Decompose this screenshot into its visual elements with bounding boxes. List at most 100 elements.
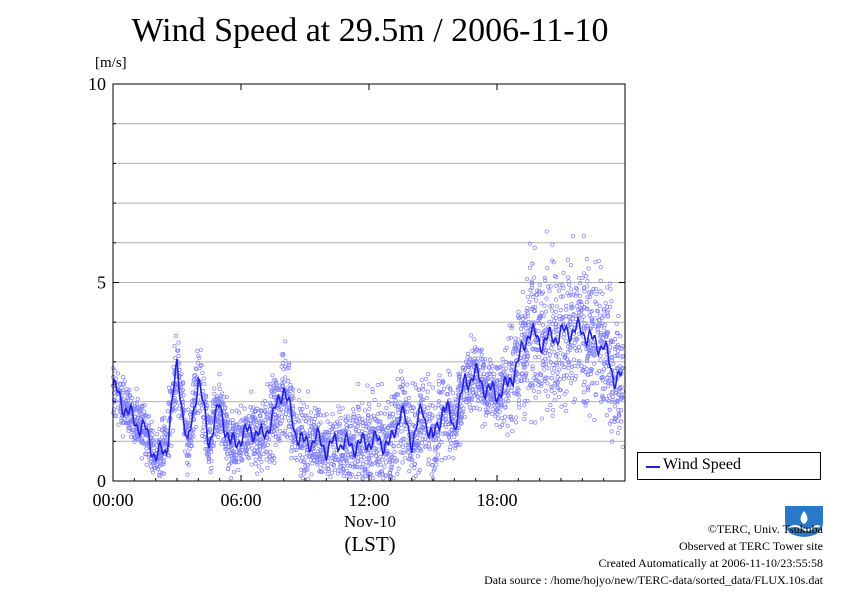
data-point [581, 234, 586, 239]
data-point [539, 416, 544, 421]
data-point [549, 345, 554, 351]
data-point [234, 408, 239, 413]
data-point [259, 468, 264, 473]
data-point [620, 366, 625, 371]
data-point [301, 416, 306, 421]
data-point [154, 443, 159, 448]
data-point [304, 404, 309, 409]
data-point [472, 349, 477, 355]
data-point [226, 445, 232, 450]
data-point [211, 440, 216, 445]
data-point [270, 373, 275, 378]
data-point [318, 413, 323, 418]
axes [112, 83, 626, 482]
data-point [459, 421, 464, 426]
data-point [206, 460, 211, 465]
data-point [406, 396, 411, 401]
data-point [579, 317, 584, 322]
data-point [600, 393, 605, 398]
data-point [325, 419, 330, 424]
data-point [524, 356, 529, 361]
data-point [323, 469, 328, 474]
data-point [122, 416, 127, 421]
data-point [489, 392, 494, 398]
data-point [384, 473, 389, 478]
data-point [529, 279, 534, 284]
data-point [287, 362, 292, 368]
data-point [127, 393, 132, 398]
data-point [550, 384, 555, 389]
data-point [579, 308, 584, 313]
data-point [448, 444, 453, 450]
data-point [125, 414, 130, 419]
data-point [585, 386, 590, 391]
data-point [144, 446, 149, 451]
data-point [279, 364, 284, 369]
data-point [207, 428, 212, 433]
data-point [185, 472, 190, 477]
data-point [316, 422, 321, 427]
data-point [308, 433, 313, 438]
footer-created: Created Automatically at 2006-11-10/23:5… [598, 556, 823, 570]
data-point [570, 234, 575, 239]
data-point [552, 390, 557, 395]
data-point [306, 420, 312, 425]
data-point [400, 450, 405, 455]
data-point [377, 419, 382, 424]
data-point [472, 393, 477, 398]
data-point [382, 411, 387, 416]
data-point [125, 395, 130, 400]
y-tick-label: 10 [88, 74, 106, 94]
data-point [514, 390, 519, 395]
data-point [264, 457, 269, 462]
data-point [242, 406, 247, 411]
data-point [438, 390, 443, 395]
data-point [556, 357, 561, 362]
data-point [280, 431, 285, 436]
data-point [600, 315, 605, 320]
data-point [591, 287, 596, 292]
data-point [567, 293, 572, 298]
data-point [547, 288, 552, 293]
data-point [354, 475, 359, 480]
data-point [536, 354, 541, 360]
data-point [576, 358, 582, 363]
data-point [402, 436, 407, 441]
data-point [509, 368, 514, 373]
data-point [202, 434, 207, 439]
data-point [407, 456, 412, 461]
data-point [306, 476, 311, 481]
data-point [590, 320, 595, 325]
data-point [545, 381, 550, 386]
data-point [461, 409, 466, 414]
data-point [583, 400, 588, 406]
data-point [421, 383, 426, 388]
data-point [498, 372, 503, 377]
data-point [265, 416, 270, 421]
data-point [271, 429, 276, 434]
data-point [540, 362, 545, 367]
data-point [369, 453, 374, 458]
data-point [325, 459, 331, 464]
data-point [331, 445, 336, 450]
data-point [473, 380, 478, 385]
data-point [361, 461, 366, 467]
data-point [395, 471, 400, 476]
data-point [596, 323, 602, 328]
data-point [540, 323, 546, 328]
data-point [287, 432, 292, 437]
data-point [193, 373, 198, 378]
data-point [377, 428, 382, 434]
data-point [554, 353, 559, 358]
data-point [581, 326, 586, 331]
data-point [151, 437, 156, 442]
data-point [476, 398, 481, 404]
data-point [433, 437, 439, 442]
data-point [162, 424, 167, 429]
data-point [196, 353, 201, 358]
data-point [173, 355, 178, 361]
data-point [490, 406, 495, 412]
data-point [334, 424, 339, 429]
data-point [405, 447, 410, 453]
data-point [497, 380, 502, 385]
